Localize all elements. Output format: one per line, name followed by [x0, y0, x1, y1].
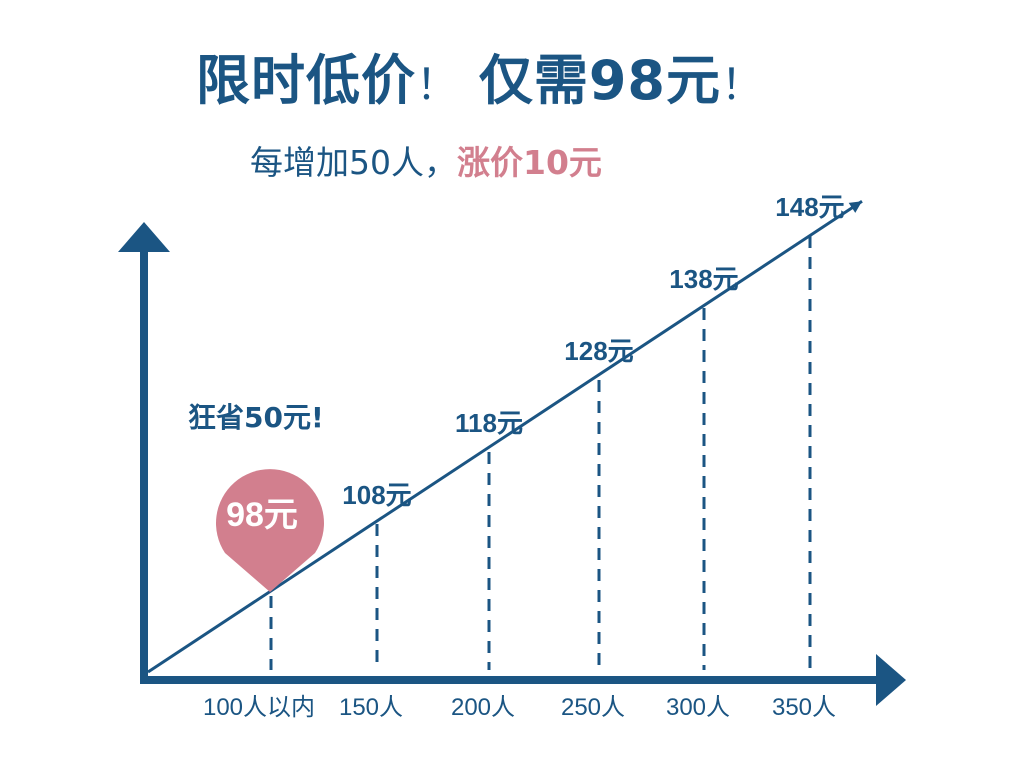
x-axis	[140, 676, 882, 684]
page-subtitle: 每增加50人，涨价10元	[250, 136, 602, 184]
page-title: 限时低价！ 仅需98元！	[0, 36, 960, 115]
title-part2: 仅需98元	[478, 49, 721, 112]
subtitle-main: 每增加50人，	[250, 143, 457, 182]
pin-shape	[216, 469, 325, 592]
pin-label: 98元	[226, 496, 298, 534]
x-tick-1: 150人	[339, 694, 403, 721]
x-tick-2: 200人	[451, 694, 515, 721]
price-label-4: 138元	[669, 264, 738, 294]
x-tick-4: 300人	[666, 694, 730, 721]
x-tick-0: 100人以内	[203, 694, 315, 721]
title-part1: 限时低价	[196, 49, 416, 112]
drop-lines	[269, 236, 812, 670]
price-labels: 108元 118元 128元 138元 148元	[342, 192, 844, 510]
price-pin: 98元	[216, 469, 325, 592]
y-axis-arrow	[118, 222, 170, 252]
x-tick-labels: 100人以内 150人 200人 250人 300人 350人	[203, 694, 836, 721]
title-sep1: ！	[416, 60, 460, 109]
trend-line	[147, 200, 863, 674]
price-label-5: 148元	[775, 192, 844, 222]
price-label-3: 128元	[564, 336, 633, 366]
x-axis-arrow	[876, 654, 906, 706]
price-label-1: 108元	[342, 480, 411, 510]
price-label-2: 118元	[455, 408, 523, 438]
trend-line-group	[147, 200, 863, 674]
title-sep2: ！	[720, 60, 764, 109]
x-tick-3: 250人	[561, 694, 625, 721]
y-axis	[140, 248, 148, 684]
x-tick-5: 350人	[772, 694, 836, 721]
subtitle-highlight: 涨价10元	[457, 143, 602, 182]
savings-annotation: 狂省50元!	[188, 401, 324, 434]
trend-arrow-head	[848, 201, 862, 213]
